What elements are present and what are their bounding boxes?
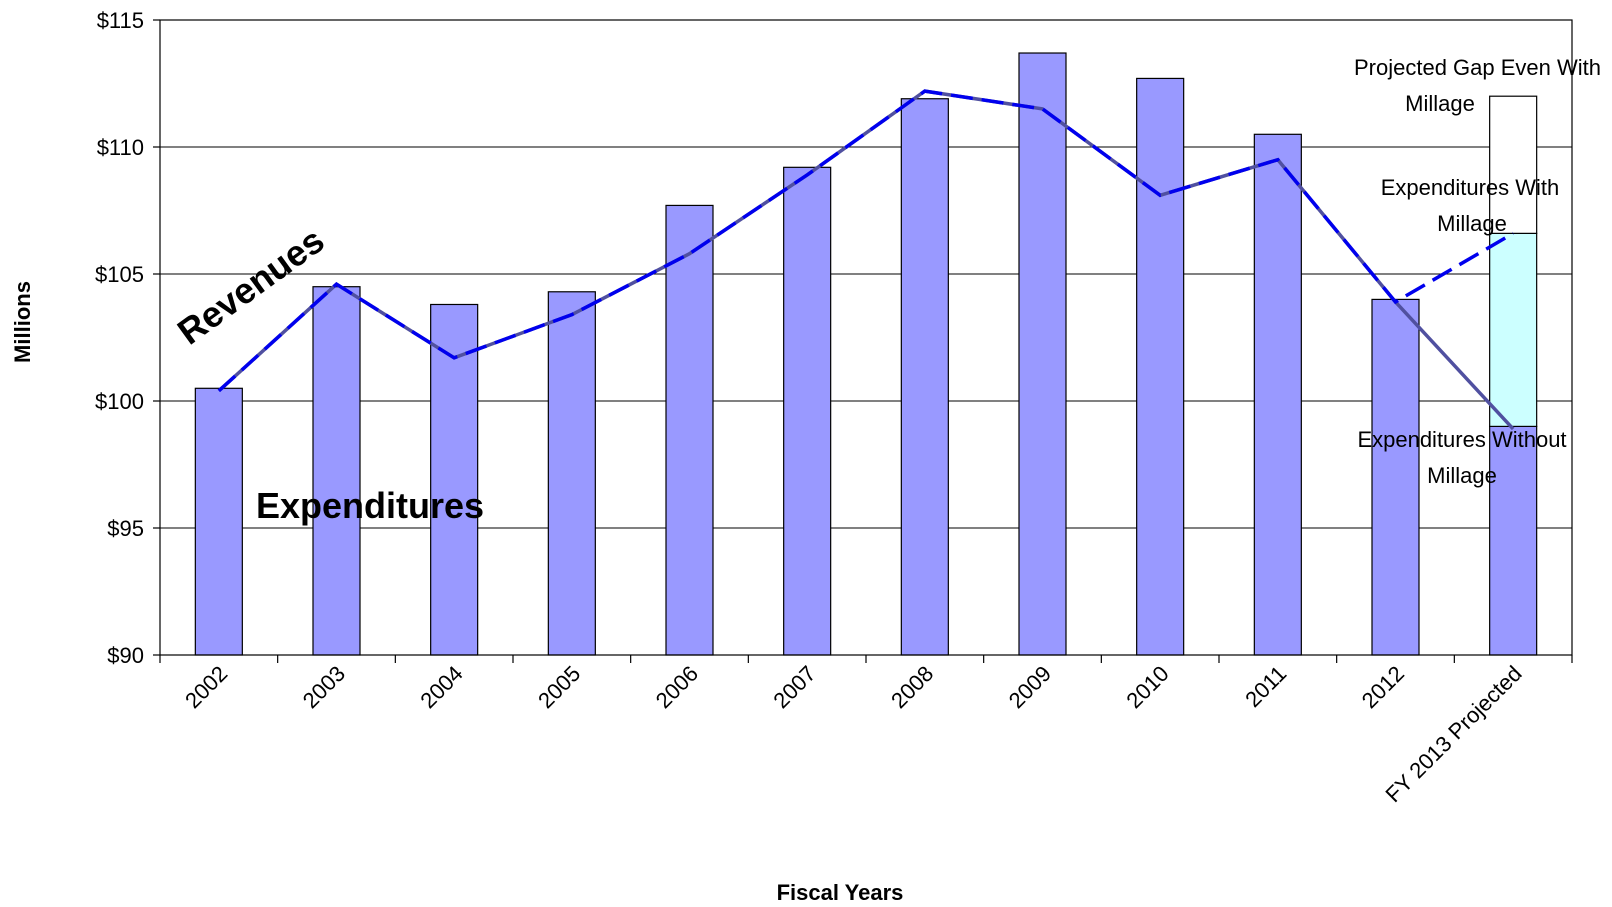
bar-2005 [547, 291, 596, 656]
bar-2004 [430, 303, 479, 656]
bar-2012 [1371, 298, 1420, 656]
x-axis-title: Fiscal Years [777, 880, 904, 905]
gap-annotation-line2: Millage [1405, 91, 1475, 116]
x-tick-label-0: 2002 [180, 661, 232, 713]
x-tick-label-3: 2005 [533, 661, 585, 713]
x-tick-label-5: 2007 [768, 661, 820, 713]
y-tick-label-2: $100 [95, 389, 144, 414]
bar-2007 [783, 166, 832, 656]
gap-annotation-line1: Projected Gap Even With [1354, 55, 1601, 80]
bar-2009 [1018, 52, 1067, 656]
without-millage-annotation-line2: Millage [1427, 463, 1497, 488]
bar-2003 [312, 286, 361, 656]
with-millage-annotation-line2: Millage [1437, 211, 1507, 236]
y-tick-labels: $90 $95 $100 $105 $110 $115 [95, 8, 144, 668]
stack-segment-0 [1489, 425, 1538, 656]
y-tick-label-1: $95 [107, 516, 144, 541]
bars [194, 52, 1420, 656]
x-tick-label-6: 2008 [886, 661, 938, 713]
projected-stack [1489, 95, 1538, 656]
axes [153, 19, 1573, 663]
x-tick-label-2: 2004 [415, 661, 467, 713]
bar-2010 [1136, 77, 1185, 656]
x-tick-label-7: 2009 [1004, 661, 1056, 713]
without-millage-annotation-line1: Expenditures Without [1357, 427, 1566, 452]
x-tick-label-8: 2010 [1121, 661, 1173, 713]
stack-segment-1 [1489, 232, 1538, 427]
bar-2002 [194, 387, 243, 656]
x-tick-label-10: 2012 [1357, 661, 1409, 713]
y-tick-label-4: $110 [97, 135, 144, 160]
x-tick-labels: 2002 2003 2004 2005 2006 2007 2008 2009 2010 2011… [180, 661, 1527, 807]
bar-2011 [1253, 133, 1302, 656]
bar-2008 [900, 98, 949, 656]
y-tick-label-0: $90 [107, 643, 144, 668]
revenue-lines [217, 89, 1515, 431]
revenues-label: Revenues [170, 219, 332, 352]
with-millage-annotation-line1: Expenditures With [1381, 175, 1560, 200]
y-tick-label-3: $105 [95, 262, 144, 287]
y-axis-title: Millions [10, 281, 35, 363]
expenditures-label: Expenditures [256, 485, 484, 526]
y-tick-label-5: $115 [97, 8, 144, 33]
x-tick-label-9: 2011 [1240, 661, 1291, 712]
bar-2006 [665, 204, 714, 656]
x-tick-label-4: 2006 [651, 661, 703, 713]
revenue-dashed-line [217, 89, 1515, 393]
x-tick-label-1: 2003 [298, 661, 350, 713]
revenue-solid-line [217, 89, 1515, 431]
plot-frame [159, 19, 1573, 656]
stack-segment-2 [1489, 95, 1538, 234]
